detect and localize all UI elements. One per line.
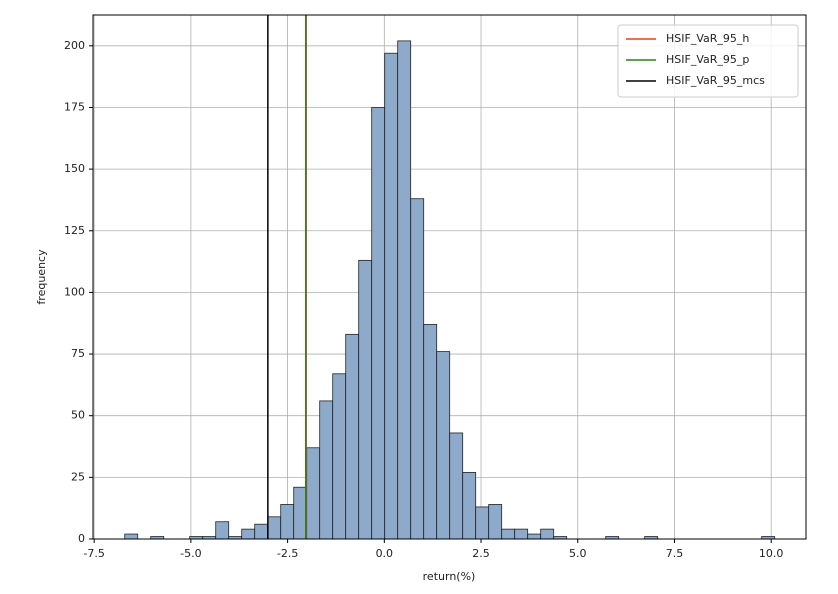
y-tick-label: 50 [71, 409, 85, 422]
bar [475, 506, 490, 540]
legend-box [617, 24, 799, 98]
bar [488, 504, 503, 540]
bar [397, 40, 412, 540]
bar [514, 528, 529, 540]
bar [254, 523, 269, 540]
bar [215, 521, 230, 540]
legend-label: HSIF_VaR_95_h [666, 32, 749, 45]
bar [462, 472, 477, 540]
bar [449, 432, 464, 540]
legend-label: HSIF_VaR_95_mcs [666, 74, 765, 87]
bar [293, 486, 308, 540]
x-tick-label: -7.5 [83, 547, 104, 560]
y-tick-label: 75 [71, 347, 85, 360]
bar [241, 528, 256, 540]
bar [306, 447, 321, 540]
y-axis-label: frequency [35, 249, 48, 305]
x-axis-label: return(%) [423, 570, 476, 583]
bar [384, 52, 399, 540]
bar [280, 504, 295, 540]
y-tick-label: 125 [64, 224, 85, 237]
y-tick-label: 100 [64, 285, 85, 298]
bar [423, 324, 438, 540]
legend: HSIF_VaR_95_h HSIF_VaR_95_p HSIF_VaR_95_mc… [617, 24, 799, 98]
bar [358, 259, 373, 540]
x-tick-label: 5.0 [569, 547, 587, 560]
y-tick-label: 25 [71, 470, 85, 483]
bar [436, 351, 451, 540]
y-tick-label: 200 [64, 39, 85, 52]
bar [501, 528, 516, 540]
x-tick-label: 2.5 [472, 547, 490, 560]
bar [410, 198, 425, 540]
y-tick-label: 150 [64, 162, 85, 175]
y-tick-label: 0 [78, 532, 85, 545]
x-tick-label: 10.0 [759, 547, 784, 560]
bar [540, 528, 555, 540]
x-tick-label: -5.0 [180, 547, 201, 560]
bar [527, 533, 542, 540]
bar [332, 373, 347, 540]
bar [371, 107, 386, 540]
x-tick-label: -2.5 [277, 547, 298, 560]
x-tick-label: 7.5 [666, 547, 684, 560]
bar [319, 400, 334, 540]
x-tick-label: 0.0 [376, 547, 394, 560]
bar [124, 533, 139, 540]
y-tick-label: 175 [64, 100, 85, 113]
bar [345, 333, 360, 540]
bar [267, 516, 282, 540]
legend-label: HSIF_VaR_95_p [666, 53, 749, 66]
plot-frame [92, 14, 807, 540]
